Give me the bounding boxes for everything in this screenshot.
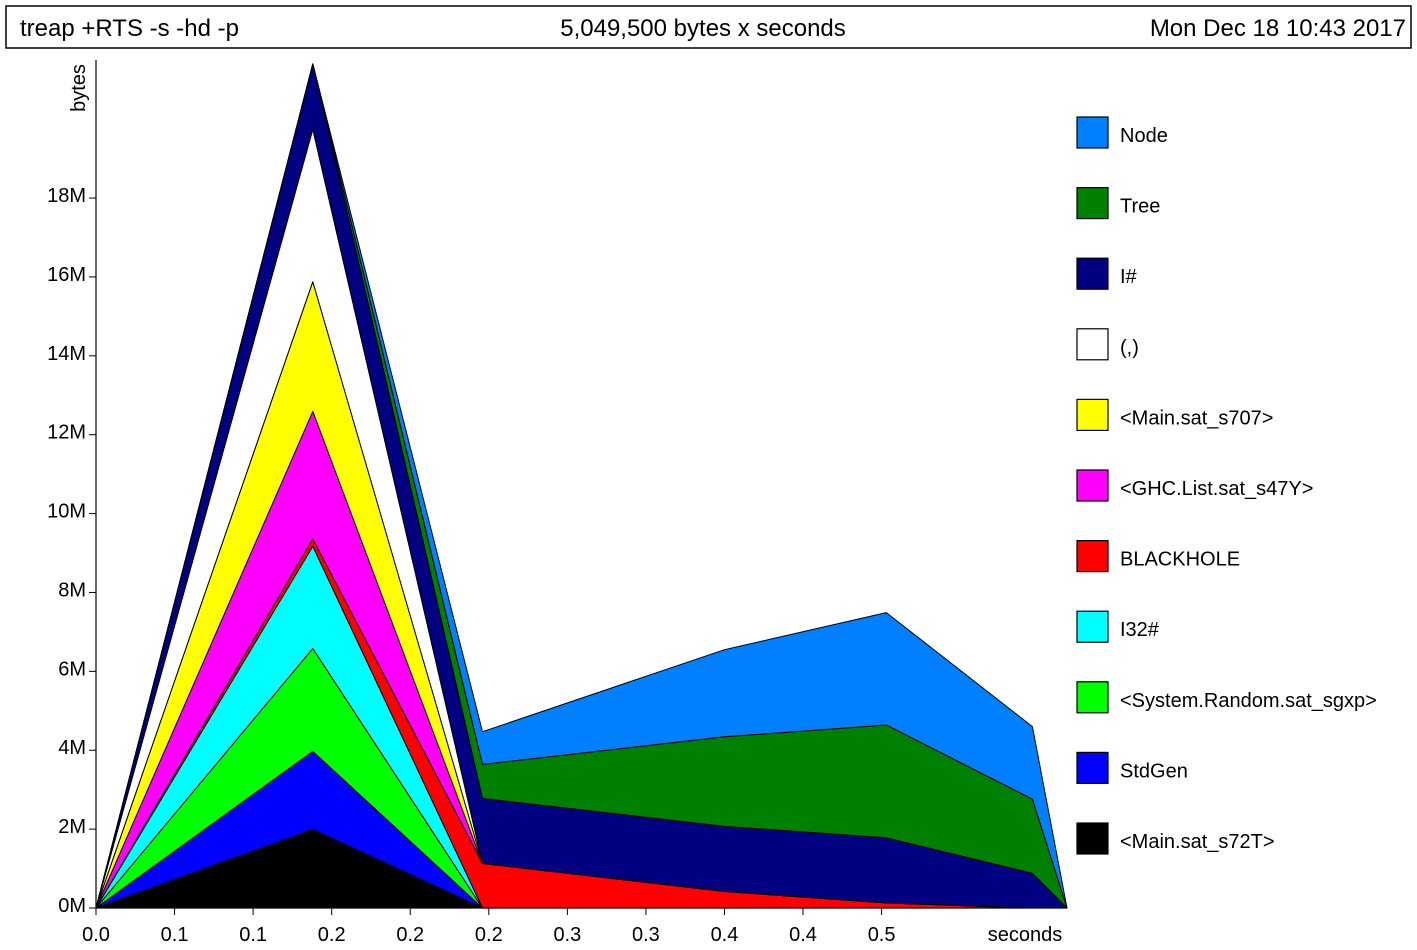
run-date: Mon Dec 18 10:43 2017 xyxy=(1150,15,1406,42)
y-tick-label: 0M xyxy=(58,895,86,917)
legend-swatch xyxy=(1076,822,1109,855)
program-name: treap +RTS -s -hd -p xyxy=(20,15,239,42)
axes: 0M 2M 4M 6M 8M 10M 12M 14M 16M 18M 0.0 0.1 0.1 0.2 0.2… xyxy=(47,60,1067,946)
y-tick-label: 2M xyxy=(58,816,86,838)
legend-label: <System.Random.sat_sgxp> xyxy=(1120,690,1377,712)
header-bar: treap +RTS -s -hd -p 5,049,500 bytes x s… xyxy=(5,5,1412,49)
legend-swatch xyxy=(1076,610,1109,643)
legend-label: <Main.sat_s72T> xyxy=(1120,831,1275,853)
legend: Node Tree I# (,) <Main.sat_s707> <GHC.List.sa… xyxy=(1076,116,1377,855)
x-tick-label: 0.2 xyxy=(318,924,346,946)
x-tick-label: 0.2 xyxy=(396,924,424,946)
y-tick-label: 8M xyxy=(58,579,86,601)
y-tick-label: 6M xyxy=(58,658,86,680)
legend-label: StdGen xyxy=(1120,760,1188,782)
legend-swatch xyxy=(1076,469,1109,502)
legend-label: BLACKHOLE xyxy=(1120,549,1240,571)
y-tick-label: 4M xyxy=(58,737,86,759)
legend-swatch xyxy=(1076,398,1109,431)
header-frame xyxy=(5,5,1412,49)
stacked-areas xyxy=(95,63,1068,909)
x-tick-label: 0.5 xyxy=(868,924,896,946)
y-tick-label: 10M xyxy=(47,501,86,523)
x-axis-label: seconds xyxy=(988,924,1063,946)
legend-label: <Main.sat_s707> xyxy=(1120,407,1273,429)
x-tick-label: 0.2 xyxy=(475,924,503,946)
x-tick-label: 0.3 xyxy=(553,924,581,946)
x-tick-label: 0.3 xyxy=(632,924,660,946)
x-tick-label: 0.0 xyxy=(82,924,110,946)
y-tick-label: 16M xyxy=(47,264,86,286)
y-tick-label: 12M xyxy=(47,422,86,444)
legend-swatch xyxy=(1076,257,1109,290)
y-tick-label: 18M xyxy=(47,185,86,207)
legend-swatch xyxy=(1076,328,1109,361)
y-axis-label: bytes xyxy=(68,64,90,112)
x-tick-label: 0.4 xyxy=(789,924,817,946)
legend-swatch xyxy=(1076,539,1109,573)
legend-swatch xyxy=(1076,116,1109,149)
x-tick-label: 0.1 xyxy=(239,924,267,946)
legend-swatch xyxy=(1076,751,1109,785)
legend-label: (,) xyxy=(1120,337,1139,359)
legend-label: <GHC.List.sat_s47Y> xyxy=(1120,478,1313,500)
legend-label: I32# xyxy=(1120,619,1160,641)
x-tick-label: 0.1 xyxy=(161,924,189,946)
legend-swatch xyxy=(1076,187,1109,220)
total-bytes-seconds: 5,049,500 bytes x seconds xyxy=(560,15,846,42)
legend-label: Node xyxy=(1120,125,1168,147)
legend-label: I# xyxy=(1120,266,1138,288)
legend-swatch xyxy=(1076,681,1109,714)
x-tick-label: 0.4 xyxy=(711,924,739,946)
y-tick-label: 14M xyxy=(47,343,86,365)
legend-label: Tree xyxy=(1120,196,1160,218)
